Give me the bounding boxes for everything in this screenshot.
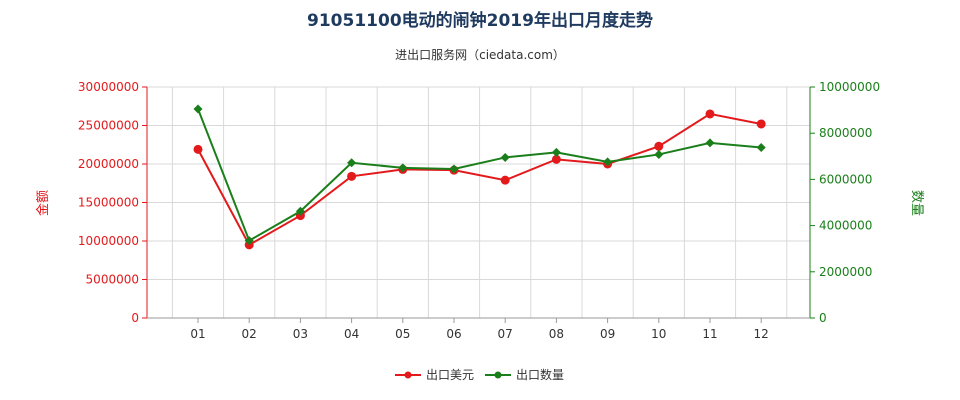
data-point-qty [705, 138, 715, 148]
grid-lines [147, 86, 810, 318]
chart-title: 91051100电动的闹钟2019年出口月度走势 [307, 11, 653, 31]
y-right-tick-label: 0 [819, 311, 827, 325]
y-left-axis-title: 金额 [35, 190, 51, 216]
x-tick-label: 01 [190, 327, 205, 341]
x-tick-label: 05 [395, 327, 410, 341]
y-left-tick-label: 10000000 [78, 234, 139, 248]
y-left-tick-label: 30000000 [78, 80, 139, 94]
data-point-usd [705, 109, 715, 119]
legend-usd-marker [404, 371, 412, 379]
data-point-qty [756, 143, 766, 153]
x-tick-label: 02 [242, 327, 257, 341]
y-left-tick-label: 0 [131, 311, 139, 325]
legend: 出口美元 出口数量 [395, 367, 564, 382]
x-tick-label: 06 [446, 327, 461, 341]
data-point-qty [603, 157, 613, 167]
chart-subtitle: 进出口服务网（ciedata.com） [395, 48, 565, 62]
x-tick-label: 07 [498, 327, 513, 341]
series-group [193, 104, 766, 250]
series-line-usd [197, 112, 762, 247]
axes: 0500000010000000150000002000000025000000… [78, 80, 880, 341]
data-point-qty [398, 163, 408, 173]
x-tick-label: 09 [600, 327, 615, 341]
y-right-tick-label: 10000000 [819, 80, 880, 94]
data-point-usd [756, 119, 766, 129]
data-point-qty [500, 152, 510, 162]
data-point-qty [449, 164, 459, 174]
data-point-qty [244, 236, 254, 246]
data-point-qty [347, 158, 357, 168]
series-line-qty [197, 108, 762, 243]
x-tick-label: 12 [754, 327, 769, 341]
data-point-usd [654, 141, 664, 151]
y-left-tick-label: 15000000 [78, 196, 139, 210]
legend-usd-label: 出口美元 [426, 368, 474, 382]
data-point-usd [193, 144, 203, 154]
data-point-qty [654, 149, 664, 159]
legend-qty-label: 出口数量 [516, 367, 564, 382]
data-point-qty [295, 206, 305, 216]
legend-item-usd[interactable]: 出口美元 [395, 368, 474, 382]
x-tick-label: 04 [344, 327, 359, 341]
y-left-tick-label: 25000000 [78, 119, 139, 133]
y-right-tick-label: 4000000 [819, 219, 872, 233]
x-tick-label: 10 [651, 327, 666, 341]
y-left-tick-label: 20000000 [78, 157, 139, 171]
legend-item-qty[interactable]: 出口数量 [485, 367, 564, 382]
y-right-tick-label: 2000000 [819, 265, 872, 279]
x-tick-label: 03 [293, 327, 308, 341]
y-left-tick-label: 5000000 [86, 273, 139, 287]
data-point-qty [551, 147, 561, 157]
data-point-usd [500, 175, 510, 185]
y-right-tick-label: 6000000 [819, 172, 872, 186]
x-tick-label: 11 [702, 327, 717, 341]
data-point-qty [193, 104, 203, 114]
data-point-usd [347, 171, 357, 181]
x-tick-label: 08 [549, 327, 564, 341]
legend-qty-marker [494, 371, 502, 379]
data-point-usd [551, 154, 561, 164]
y-right-axis-title: 数量 [909, 190, 924, 216]
y-right-tick-label: 8000000 [819, 126, 872, 140]
